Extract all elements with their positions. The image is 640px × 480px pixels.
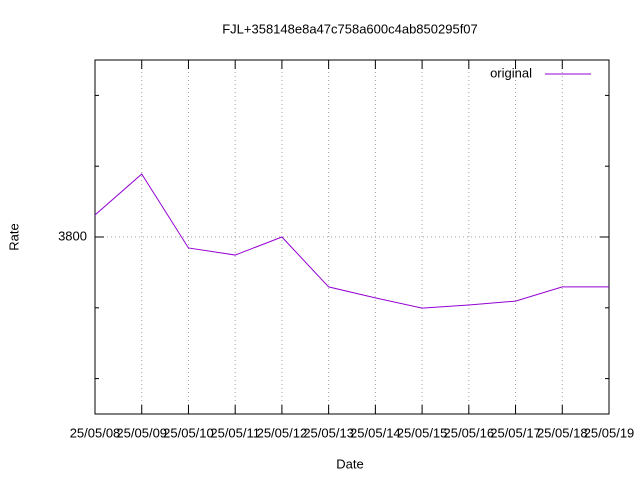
x-tick-label: 25/05/16 bbox=[444, 425, 495, 440]
legend-label: original bbox=[490, 65, 532, 80]
x-tick-label: 25/05/18 bbox=[537, 425, 588, 440]
y-tick-label: 3800 bbox=[58, 228, 87, 243]
x-tick-label: 25/05/14 bbox=[350, 425, 401, 440]
x-tick-label: 25/05/11 bbox=[210, 425, 260, 440]
x-axis-label: Date bbox=[336, 456, 363, 471]
chart-title: FJL+358148e8a47c758a600c4ab850295f07 bbox=[222, 21, 478, 36]
x-tick-label: 25/05/19 bbox=[584, 425, 635, 440]
x-tick-label: 25/05/17 bbox=[490, 425, 541, 440]
x-tick-label: 25/05/09 bbox=[116, 425, 167, 440]
y-axis-label: Rate bbox=[6, 223, 21, 250]
x-tick-label: 25/05/12 bbox=[257, 425, 308, 440]
x-tick-label: 25/05/13 bbox=[303, 425, 354, 440]
x-tick-label: 25/05/10 bbox=[163, 425, 214, 440]
data-line bbox=[94, 173, 609, 309]
x-tick-label: 25/05/15 bbox=[397, 425, 448, 440]
x-tick-label: 25/05/08 bbox=[70, 425, 121, 440]
